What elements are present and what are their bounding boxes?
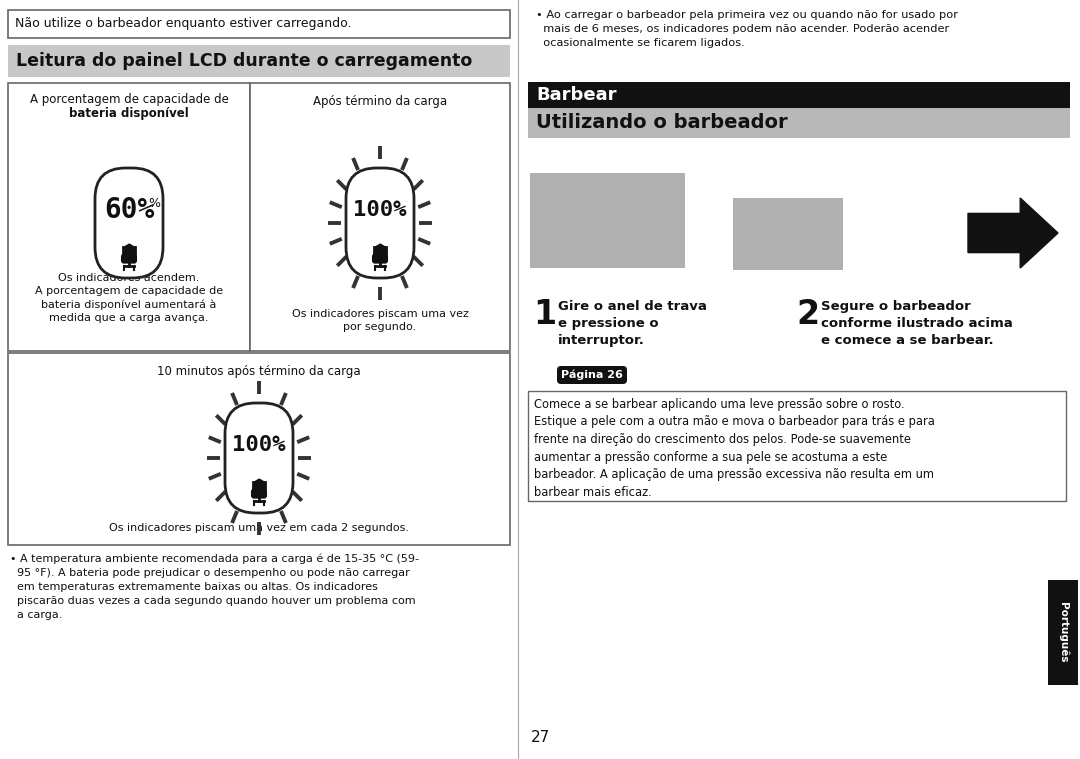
Bar: [1048, 580, 1078, 685]
Text: ⬢: ⬢: [373, 243, 388, 260]
Bar: [8, 10, 510, 38]
Polygon shape: [968, 198, 1058, 268]
FancyBboxPatch shape: [122, 254, 136, 263]
Bar: [528, 391, 1066, 501]
Text: 2: 2: [796, 298, 819, 331]
Bar: [8, 83, 249, 351]
Text: Barbear: Barbear: [536, 86, 617, 104]
Text: 1: 1: [534, 298, 556, 331]
Text: Gire o anel de trava
e pressione o
interruptor.: Gire o anel de trava e pressione o inter…: [558, 300, 707, 347]
Bar: [530, 173, 685, 268]
Text: Não utilize o barbeador enquanto estiver carregando.: Não utilize o barbeador enquanto estiver…: [15, 17, 351, 30]
Text: Os indicadores piscam uma vez em cada 2 segundos.: Os indicadores piscam uma vez em cada 2 …: [109, 523, 409, 533]
Text: • A temperatura ambiente recomendada para a carga é de 15-35 °C (59-
  95 °F). A: • A temperatura ambiente recomendada par…: [10, 553, 419, 619]
Bar: [733, 198, 843, 270]
Bar: [528, 108, 1070, 138]
Text: %: %: [148, 197, 160, 209]
Bar: [8, 45, 510, 77]
Text: 27: 27: [530, 730, 550, 745]
Text: Página 26: Página 26: [562, 370, 623, 380]
Text: • Ao carregar o barbeador pela primeira vez ou quando não for usado por
  mais d: • Ao carregar o barbeador pela primeira …: [536, 10, 958, 48]
Text: Segure o barbeador
conforme ilustrado acima
e comece a se barbear.: Segure o barbeador conforme ilustrado ac…: [821, 300, 1013, 347]
Bar: [8, 353, 510, 545]
Text: 100%: 100%: [232, 435, 286, 455]
Text: Comece a se barbear aplicando uma leve pressão sobre o rosto.
Estique a pele com: Comece a se barbear aplicando uma leve p…: [534, 398, 935, 499]
FancyBboxPatch shape: [346, 168, 414, 278]
Text: Os indicadores acendem.
A porcentagem de capacidade de
bateria disponível aument: Os indicadores acendem. A porcentagem de…: [35, 273, 224, 323]
Text: 10 minutos após término da carga: 10 minutos após término da carga: [158, 365, 361, 378]
Text: ⬢: ⬢: [252, 477, 267, 496]
FancyBboxPatch shape: [557, 366, 627, 384]
Text: Leitura do painel LCD durante o carregamento: Leitura do painel LCD durante o carregam…: [16, 52, 472, 70]
Text: bateria disponível: bateria disponível: [69, 107, 189, 120]
Bar: [249, 83, 510, 351]
Text: Utilizando o barbeador: Utilizando o barbeador: [536, 114, 787, 133]
Text: 100%: 100%: [353, 200, 407, 220]
Text: A porcentagem de capacidade de: A porcentagem de capacidade de: [29, 93, 229, 106]
Text: ⬢: ⬢: [122, 243, 136, 260]
Bar: [528, 82, 1070, 108]
FancyBboxPatch shape: [95, 168, 163, 278]
Text: Português: Português: [1057, 602, 1068, 663]
FancyBboxPatch shape: [225, 403, 293, 513]
Text: 60%: 60%: [104, 196, 154, 224]
Text: Após término da carga: Após término da carga: [313, 95, 447, 108]
FancyBboxPatch shape: [252, 490, 266, 498]
FancyBboxPatch shape: [373, 254, 387, 263]
Text: Os indicadores piscam uma vez
por segundo.: Os indicadores piscam uma vez por segund…: [292, 309, 469, 332]
